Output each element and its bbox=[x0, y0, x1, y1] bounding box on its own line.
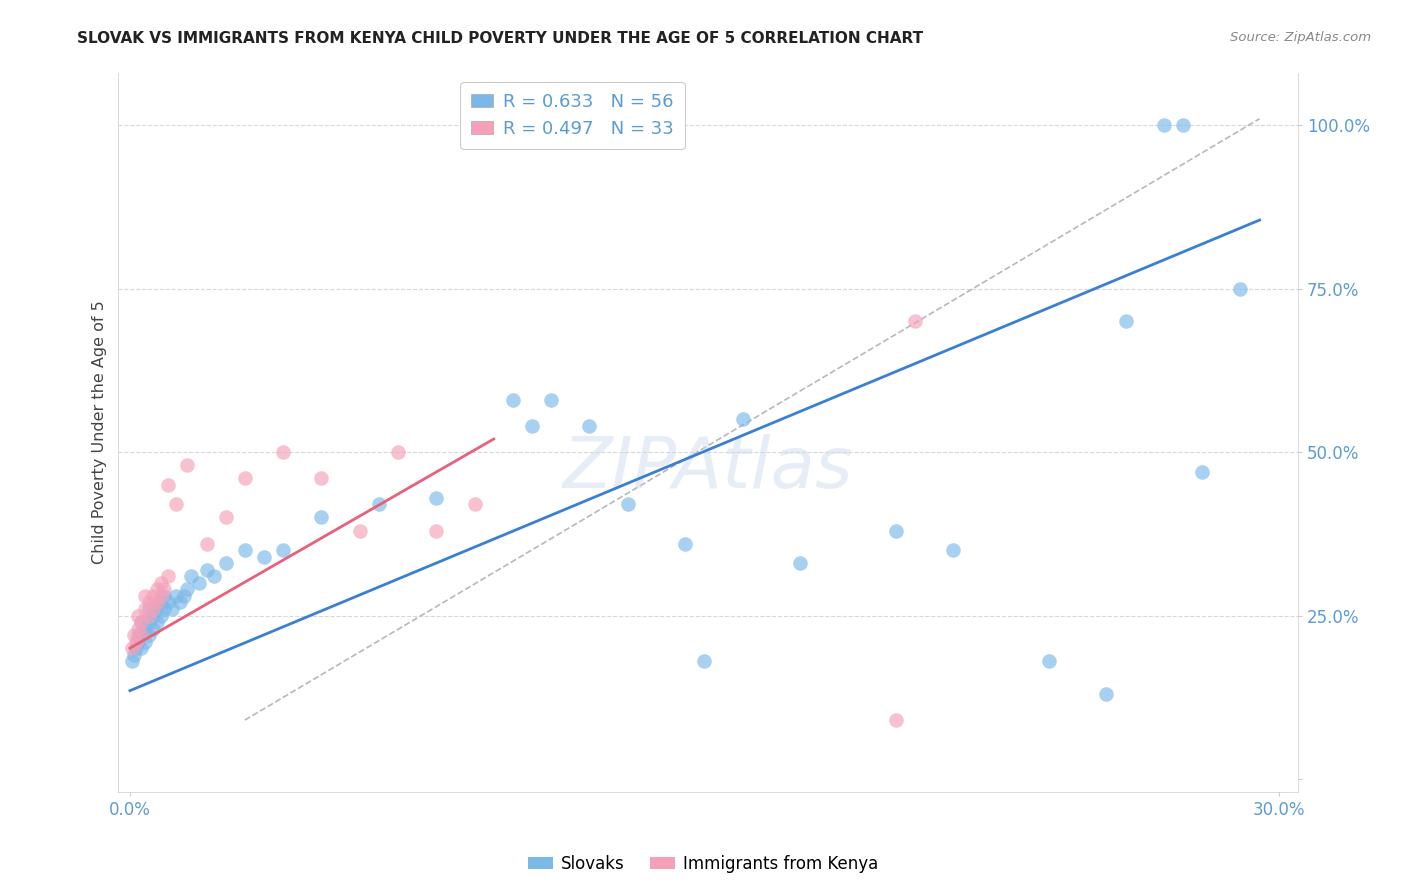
Point bbox=[195, 536, 218, 550]
Point bbox=[131, 628, 153, 642]
Point bbox=[367, 497, 389, 511]
Point bbox=[157, 595, 180, 609]
Text: Source: ZipAtlas.com: Source: ZipAtlas.com bbox=[1230, 31, 1371, 45]
Point bbox=[1153, 118, 1175, 132]
Point bbox=[165, 589, 187, 603]
Point bbox=[131, 615, 153, 629]
Point bbox=[311, 471, 333, 485]
Point bbox=[233, 543, 256, 558]
Point bbox=[121, 654, 143, 668]
Point bbox=[176, 582, 198, 597]
Point bbox=[149, 575, 172, 590]
Point bbox=[578, 419, 600, 434]
Point bbox=[165, 497, 187, 511]
Point bbox=[616, 497, 638, 511]
Point bbox=[731, 412, 754, 426]
Point bbox=[121, 641, 143, 656]
Point bbox=[142, 608, 165, 623]
Point bbox=[127, 608, 149, 623]
Point bbox=[253, 549, 276, 564]
Point bbox=[1229, 282, 1251, 296]
Point bbox=[149, 608, 172, 623]
Point bbox=[502, 392, 524, 407]
Point bbox=[142, 602, 165, 616]
Point bbox=[789, 556, 811, 570]
Point bbox=[127, 634, 149, 648]
Point bbox=[215, 556, 238, 570]
Point bbox=[884, 524, 907, 538]
Point bbox=[145, 602, 167, 616]
Point bbox=[884, 713, 907, 727]
Point bbox=[1115, 314, 1137, 328]
Point bbox=[142, 589, 165, 603]
Point bbox=[233, 471, 256, 485]
Point bbox=[271, 445, 294, 459]
Point bbox=[520, 419, 543, 434]
Point bbox=[124, 634, 146, 648]
Point bbox=[153, 589, 176, 603]
Point bbox=[131, 641, 153, 656]
Point bbox=[134, 602, 156, 616]
Point bbox=[215, 510, 238, 524]
Point bbox=[387, 445, 409, 459]
Point bbox=[425, 524, 447, 538]
Point bbox=[138, 595, 160, 609]
Point bbox=[176, 458, 198, 472]
Point bbox=[131, 628, 153, 642]
Point bbox=[693, 654, 716, 668]
Point bbox=[145, 595, 167, 609]
Point bbox=[138, 615, 160, 629]
Point bbox=[145, 615, 167, 629]
Point bbox=[673, 536, 696, 550]
Point bbox=[131, 615, 153, 629]
Point bbox=[464, 497, 486, 511]
Text: ZIPAtlas: ZIPAtlas bbox=[562, 434, 853, 503]
Point bbox=[134, 589, 156, 603]
Point bbox=[169, 595, 191, 609]
Point bbox=[127, 628, 149, 642]
Legend: R = 0.633   N = 56, R = 0.497   N = 33: R = 0.633 N = 56, R = 0.497 N = 33 bbox=[460, 82, 685, 149]
Legend: Slovaks, Immigrants from Kenya: Slovaks, Immigrants from Kenya bbox=[522, 848, 884, 880]
Point bbox=[149, 595, 172, 609]
Point bbox=[173, 589, 195, 603]
Point bbox=[1095, 687, 1118, 701]
Point bbox=[145, 582, 167, 597]
Point bbox=[349, 524, 371, 538]
Point bbox=[540, 392, 562, 407]
Point bbox=[157, 477, 180, 491]
Point bbox=[904, 314, 927, 328]
Point bbox=[127, 622, 149, 636]
Point bbox=[180, 569, 202, 583]
Point bbox=[202, 569, 225, 583]
Point bbox=[1191, 465, 1213, 479]
Text: SLOVAK VS IMMIGRANTS FROM KENYA CHILD POVERTY UNDER THE AGE OF 5 CORRELATION CHA: SLOVAK VS IMMIGRANTS FROM KENYA CHILD PO… bbox=[77, 31, 924, 46]
Point bbox=[160, 602, 183, 616]
Point bbox=[425, 491, 447, 505]
Point bbox=[138, 602, 160, 616]
Point bbox=[142, 622, 165, 636]
Point bbox=[195, 563, 218, 577]
Point bbox=[153, 602, 176, 616]
Point bbox=[1038, 654, 1060, 668]
Point bbox=[124, 641, 146, 656]
Point bbox=[153, 582, 176, 597]
Point bbox=[134, 634, 156, 648]
Point bbox=[122, 648, 145, 662]
Point bbox=[187, 575, 209, 590]
Point bbox=[138, 608, 160, 623]
Point bbox=[134, 622, 156, 636]
Point bbox=[311, 510, 333, 524]
Point bbox=[271, 543, 294, 558]
Point bbox=[942, 543, 965, 558]
Point bbox=[122, 628, 145, 642]
Point bbox=[157, 569, 180, 583]
Y-axis label: Child Poverty Under the Age of 5: Child Poverty Under the Age of 5 bbox=[93, 301, 107, 565]
Point bbox=[1171, 118, 1194, 132]
Point bbox=[138, 628, 160, 642]
Point bbox=[149, 589, 172, 603]
